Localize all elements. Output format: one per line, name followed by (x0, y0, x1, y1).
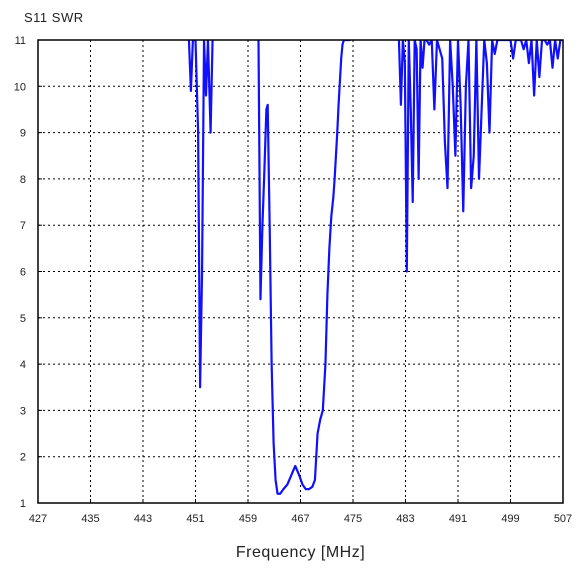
x-tick-label: 491 (449, 513, 467, 525)
x-tick-labels: 427 435 443 451 459 467 475 483 491 499 507 (29, 499, 572, 525)
x-tick-label: 467 (291, 513, 309, 525)
y-tick-label: 5 (20, 313, 26, 325)
y-tick-labels: 1 2 3 4 5 6 7 8 9 10 11 (14, 35, 42, 510)
x-tick-label: 427 (29, 513, 47, 525)
y-tick-label: 11 (15, 35, 26, 47)
grid (38, 40, 563, 503)
y-tick-label: 3 (20, 405, 26, 417)
x-tick-label: 483 (396, 513, 414, 525)
x-tick-label: 499 (501, 513, 519, 525)
x-tick-label: 443 (134, 513, 152, 525)
y-tick-label: 7 (20, 220, 26, 232)
chart-title: S11 SWR (24, 10, 84, 25)
x-tick-label: 507 (554, 513, 572, 525)
x-tick-label: 435 (81, 513, 99, 525)
x-tick-label: 459 (239, 513, 257, 525)
y-tick-label: 9 (20, 128, 26, 140)
series-line-swr (187, 40, 563, 495)
series-layer (187, 40, 563, 495)
y-tick-label: 2 (20, 452, 26, 464)
y-tick-label: 6 (20, 267, 26, 279)
y-tick-label: 8 (20, 174, 26, 186)
y-tick-label: 1 (20, 498, 26, 510)
y-tick-label: 10 (14, 81, 26, 93)
x-axis-title: Frequency [MHz] (236, 544, 365, 561)
x-tick-label: 475 (344, 513, 362, 525)
x-tick-label: 451 (186, 513, 204, 525)
y-tick-label: 4 (20, 359, 26, 371)
